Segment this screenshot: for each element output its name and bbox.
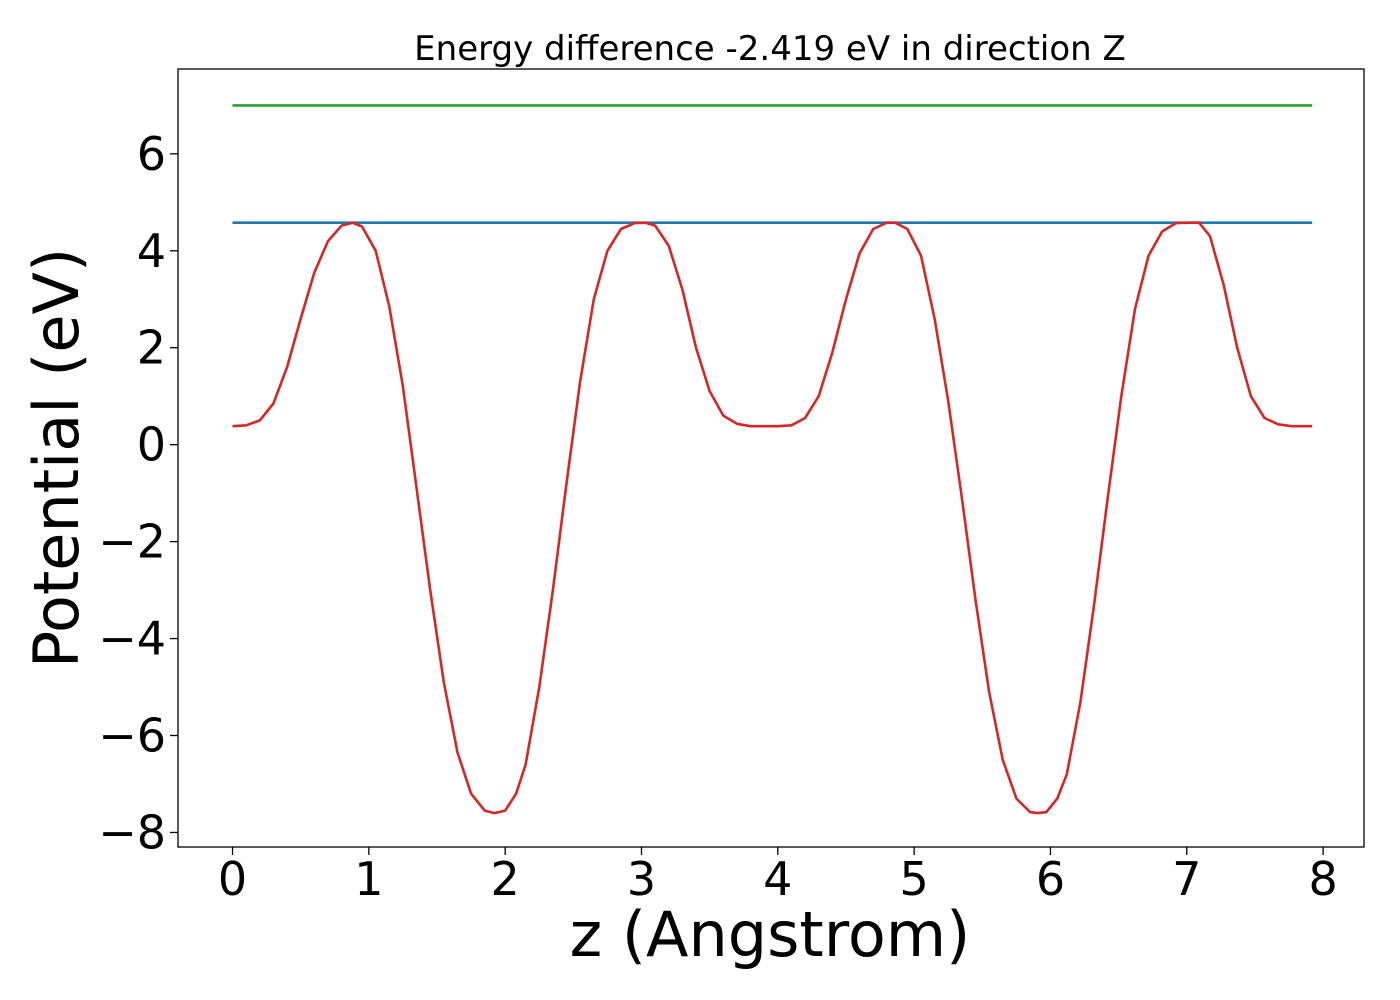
- x-tick-label: 3: [627, 852, 656, 906]
- x-tick-label: 8: [1308, 852, 1337, 906]
- x-tick-label: 0: [218, 852, 247, 906]
- tick-layer: 0 1 2 3 4 5 6 7 8 −8 −6 −4 −2 0 2 4 6: [98, 127, 1338, 906]
- x-tick-label: 4: [763, 852, 792, 906]
- x-axis-label: z (Angstrom): [570, 898, 971, 971]
- plot-frame: [177, 68, 1365, 848]
- y-tick-label: −6: [98, 709, 166, 763]
- chart-title: Energy difference -2.419 eV in direction…: [414, 29, 1126, 69]
- y-tick-label: 6: [137, 127, 166, 181]
- y-tick-label: 2: [137, 321, 166, 375]
- y-tick-label: 4: [137, 224, 166, 278]
- y-tick-label: −8: [98, 805, 166, 859]
- x-tick-label: 5: [899, 852, 928, 906]
- x-tick-label: 7: [1172, 852, 1201, 906]
- y-tick-label: 0: [137, 418, 166, 472]
- y-tick-label: −4: [98, 612, 166, 666]
- y-axis-label: Potential (eV): [20, 248, 93, 668]
- y-tick-label: −2: [98, 515, 166, 569]
- x-tick-label: 1: [354, 852, 383, 906]
- series-layer: [232, 104, 1313, 815]
- x-tick-label: 6: [1036, 852, 1065, 906]
- series-line-2: [232, 221, 1313, 815]
- x-tick-label: 2: [491, 852, 520, 906]
